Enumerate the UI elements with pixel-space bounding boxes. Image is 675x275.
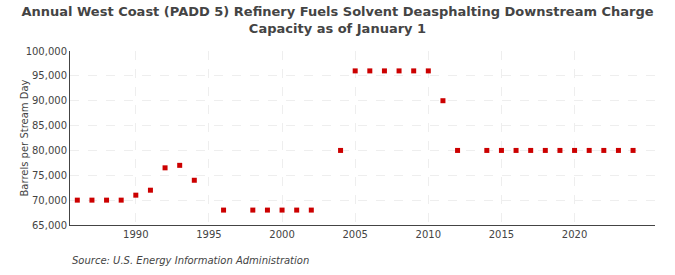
svg-text:2000: 2000 [269,229,294,240]
svg-text:95,000: 95,000 [32,70,67,81]
svg-text:Barrels per Stream Day: Barrels per Stream Day [19,79,30,196]
svg-text:75,000: 75,000 [32,170,67,181]
svg-text:2005: 2005 [342,229,367,240]
svg-text:1995: 1995 [196,229,221,240]
svg-text:Annual West Coast (PADD 5) Ref: Annual West Coast (PADD 5) Refinery Fuel… [21,4,653,36]
svg-text:2020: 2020 [562,229,587,240]
svg-text:65,000: 65,000 [32,220,67,231]
svg-text:80,000: 80,000 [32,145,67,156]
svg-text:1990: 1990 [123,229,148,240]
svg-text:85,000: 85,000 [32,120,67,131]
svg-text:70,000: 70,000 [32,195,67,206]
svg-text:90,000: 90,000 [32,95,67,106]
svg-text:100,000: 100,000 [26,46,67,57]
svg-text:2010: 2010 [416,229,441,240]
svg-text:2015: 2015 [489,229,514,240]
svg-text:Source: U.S. Energy Informatio: Source: U.S. Energy Information Administ… [72,255,309,266]
